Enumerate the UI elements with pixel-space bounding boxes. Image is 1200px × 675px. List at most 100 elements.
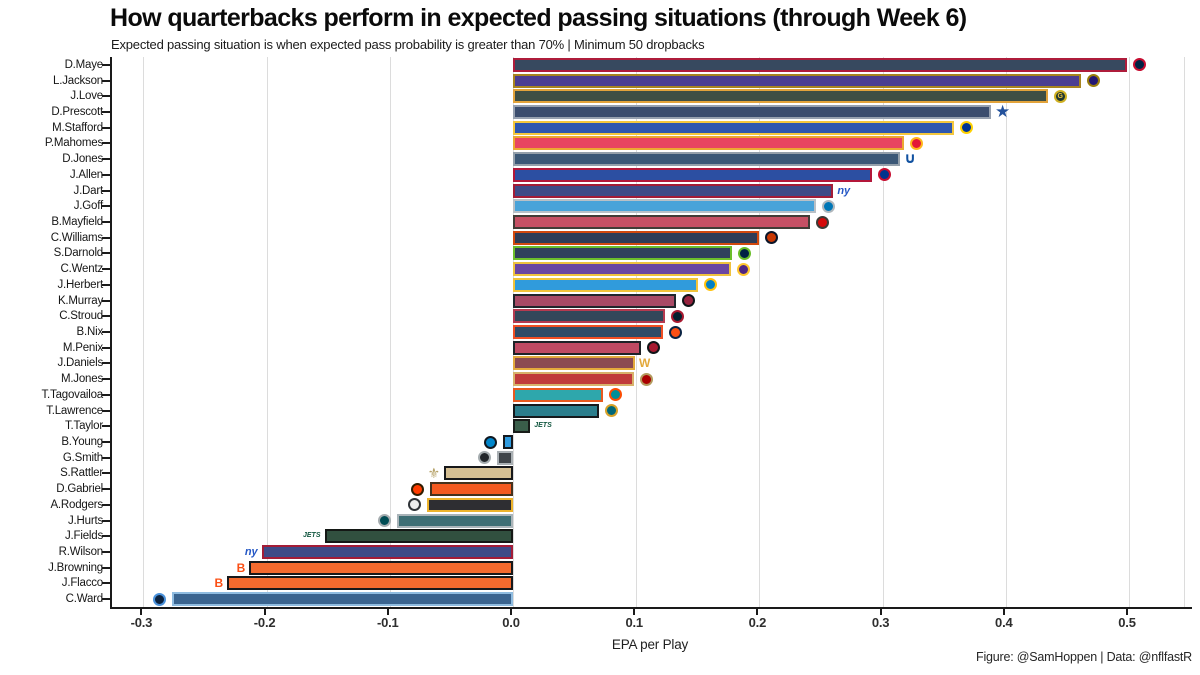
team-logo-49ers <box>639 372 653 386</box>
team-logo-letter: G <box>1057 92 1063 100</box>
qb-bar <box>261 545 513 559</box>
gridline <box>759 57 761 607</box>
y-tick <box>102 205 110 208</box>
qb-label: J.Herbert <box>57 278 104 291</box>
y-tick <box>102 268 110 271</box>
qb-bar <box>513 419 531 434</box>
y-tick <box>102 598 110 601</box>
gridline <box>266 57 268 607</box>
team-logo-chiefs <box>909 136 923 150</box>
qb-bar <box>513 215 810 229</box>
y-tick <box>102 189 110 192</box>
y-tick <box>102 456 110 459</box>
qb-label: D.Jones <box>62 153 103 166</box>
gridline <box>1005 57 1007 607</box>
qb-label: J.Browning <box>48 561 103 574</box>
qb-label: J.Goff <box>73 200 103 213</box>
y-tick <box>102 535 110 538</box>
y-tick <box>102 519 110 522</box>
team-logo-packers: G <box>1053 89 1067 103</box>
team-logo-jaguars <box>605 404 619 418</box>
y-tick <box>102 503 110 506</box>
team-logo-buccaneers <box>815 215 829 229</box>
qb-label: C.Ward <box>65 593 104 606</box>
qb-bar <box>503 435 513 449</box>
qb-label: L.Jackson <box>53 74 103 87</box>
qb-bar <box>227 576 513 591</box>
qb-bar <box>513 403 600 418</box>
gridline <box>1184 57 1185 607</box>
gridline <box>143 57 145 607</box>
qb-label: T.Tagovailoa <box>41 388 103 401</box>
qb-bar <box>513 340 642 355</box>
team-logo-browns <box>411 482 425 496</box>
team-logo-raiders <box>477 451 491 465</box>
team-logo-giants: ny <box>244 546 258 558</box>
qb-label: B.Mayfield <box>51 216 103 228</box>
qb-label: S.Rattler <box>60 467 103 480</box>
team-logo-bears <box>765 231 779 245</box>
qb-bar <box>513 356 635 371</box>
qb-bar <box>513 183 834 198</box>
qb-bar <box>513 387 603 402</box>
qb-bar <box>513 293 676 308</box>
y-tick <box>102 252 110 255</box>
x-tick <box>263 609 266 615</box>
qb-bar <box>249 560 513 575</box>
x-tick <box>1126 609 1128 615</box>
qb-label: J.Flacco <box>61 577 103 590</box>
x-tick-label: -0.2 <box>253 615 276 630</box>
qb-label: K.Murray <box>57 294 103 307</box>
qb-bar <box>513 246 733 261</box>
qb-bar <box>397 513 513 528</box>
qb-label: J.Love <box>70 90 103 103</box>
y-tick <box>102 126 110 129</box>
qb-label: J.Allen <box>69 168 103 181</box>
x-tick <box>510 609 512 615</box>
y-tick <box>102 551 110 553</box>
y-tick <box>102 362 110 365</box>
qb-bar <box>513 262 732 277</box>
qb-bar <box>513 325 664 339</box>
qb-bar <box>324 529 513 544</box>
team-logo-saints: ⚜ <box>427 465 440 482</box>
x-tick <box>1002 609 1005 615</box>
chart-subtitle: Expected passing situation is when expec… <box>111 37 705 52</box>
team-logo-steelers <box>407 498 421 512</box>
qb-bar <box>513 199 817 214</box>
team-logo-bengals: B <box>214 576 224 591</box>
qb-label: J.Fields <box>64 530 103 543</box>
y-tick <box>102 63 110 66</box>
x-tick <box>386 609 389 615</box>
qb-bar <box>426 497 513 512</box>
qb-bar <box>171 592 513 607</box>
y-tick <box>102 95 110 98</box>
qb-label: J.Hurts <box>67 514 103 527</box>
team-logo-commanders: W <box>638 356 651 371</box>
x-tick-label: 0.2 <box>748 615 767 630</box>
y-tick <box>102 111 110 113</box>
qb-label: M.Jones <box>60 373 103 386</box>
team-logo-falcons <box>647 341 661 355</box>
y-tick <box>102 142 110 145</box>
team-logo-lions <box>822 199 836 213</box>
x-tick <box>879 609 882 615</box>
team-logo-chargers <box>703 278 717 292</box>
y-tick <box>102 173 110 176</box>
y-tick <box>102 488 110 491</box>
qb-label: R.Wilson <box>58 546 104 558</box>
qb-bar <box>513 136 904 151</box>
qb-bar <box>513 309 665 324</box>
qb-label: P.Mahomes <box>44 137 103 150</box>
team-logo-bengals: B <box>236 560 246 575</box>
qb-bar <box>513 105 992 119</box>
y-tick <box>102 582 110 585</box>
team-logo-panthers <box>484 435 498 449</box>
gridline <box>389 57 391 607</box>
x-tick-label: -0.1 <box>376 615 399 630</box>
chart-title: How quarterbacks perform in expected pas… <box>110 4 967 32</box>
team-logo-jets: JETS <box>302 532 321 540</box>
x-tick-label: 0.0 <box>502 615 520 630</box>
qb-label: T.Lawrence <box>46 404 103 417</box>
